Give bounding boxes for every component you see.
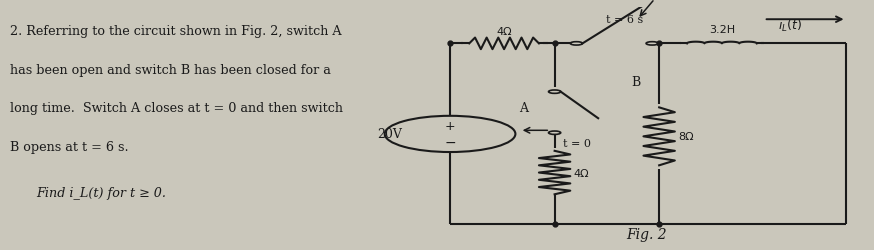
Text: 20V: 20V [378, 128, 402, 141]
Circle shape [571, 42, 582, 46]
Text: Find i_L(t) for t ≥ 0.: Find i_L(t) for t ≥ 0. [36, 186, 166, 199]
Text: 3.2H: 3.2H [709, 24, 735, 34]
Text: −: − [444, 136, 456, 149]
Circle shape [549, 132, 561, 135]
Text: long time.  Switch A closes at t = 0 and then switch: long time. Switch A closes at t = 0 and … [10, 102, 343, 115]
Circle shape [646, 42, 658, 46]
Text: $i_L(t)$: $i_L(t)$ [778, 18, 802, 34]
Text: A: A [519, 102, 529, 114]
Text: Fig. 2: Fig. 2 [626, 228, 666, 241]
Text: 8Ω: 8Ω [678, 132, 694, 142]
Text: 2. Referring to the circuit shown in Fig. 2, switch A: 2. Referring to the circuit shown in Fig… [10, 25, 342, 38]
Text: 4Ω: 4Ω [496, 27, 512, 37]
Text: 4Ω: 4Ω [574, 168, 589, 178]
Text: B: B [631, 76, 641, 88]
Circle shape [549, 90, 561, 94]
Text: has been open and switch B has been closed for a: has been open and switch B has been clos… [10, 64, 331, 76]
Text: t = 6 s: t = 6 s [606, 15, 643, 25]
Text: t = 0: t = 0 [564, 138, 592, 148]
Text: +: + [445, 120, 455, 133]
Text: B opens at t = 6 s.: B opens at t = 6 s. [10, 140, 128, 153]
